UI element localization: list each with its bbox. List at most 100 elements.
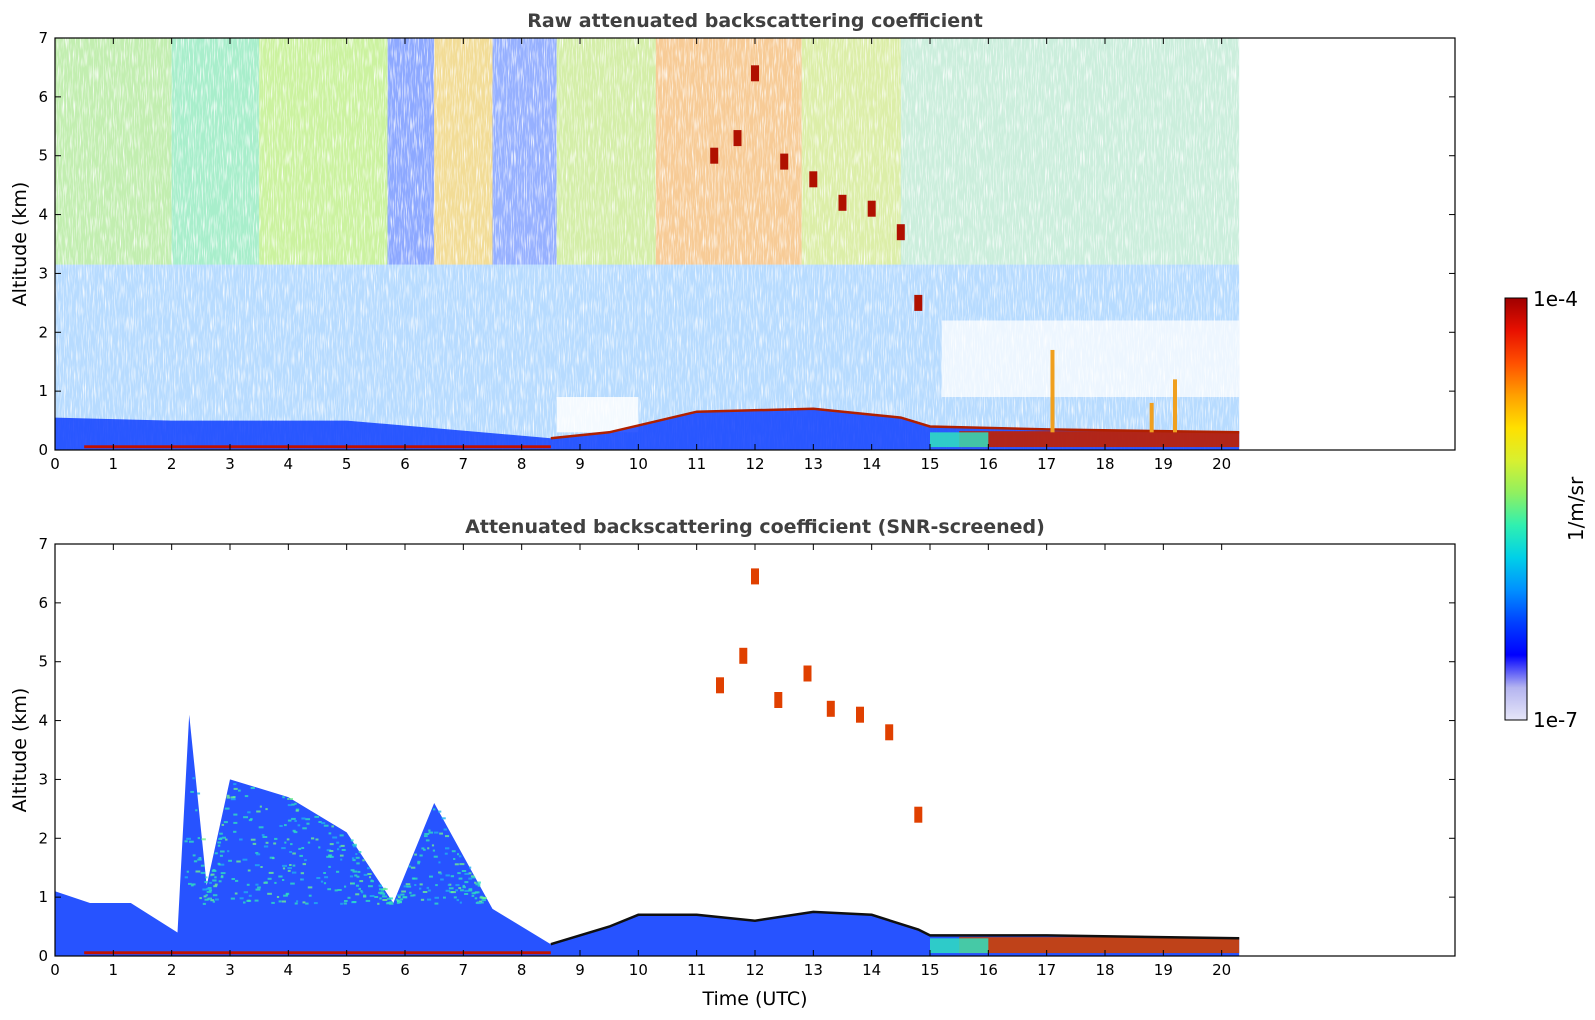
- bottom-aerosol-pixel: [223, 821, 228, 824]
- bottom-aerosol-pixel: [294, 902, 298, 905]
- bottom-aerosol-pixel: [336, 841, 340, 844]
- top-plot-frame: [54, 37, 1456, 451]
- bottom-aerosol-pixel: [263, 845, 269, 848]
- top-xtick-label: 4: [284, 455, 294, 473]
- bottom-aerosol-pixel: [235, 879, 239, 882]
- bottom-aerosol-pixel: [429, 875, 433, 878]
- bottom-aerosol-pixel: [468, 888, 473, 891]
- bottom-aerosol-pixel: [428, 829, 431, 832]
- top-ytick-label: 6: [38, 88, 48, 106]
- bottom-aerosol-pixel: [461, 870, 467, 872]
- top-xtick-label: 18: [1095, 455, 1114, 473]
- bottom-aerosol-pixel: [464, 881, 469, 884]
- bottom-aerosol-pixel: [199, 897, 202, 900]
- bottom-aerosol-pixel: [214, 876, 217, 879]
- bottom-aerosol-pixel: [464, 872, 470, 875]
- bottom-xtick-label: 9: [575, 961, 585, 979]
- top-cloud-mark: [896, 224, 905, 241]
- bottom-aerosol-pixel: [230, 897, 235, 900]
- bottom-aerosol-pixel: [409, 891, 412, 894]
- bottom-aerosol-pixel: [291, 817, 296, 820]
- bottom-aerosol-pixel: [355, 853, 358, 856]
- bottom-aerosol-pixel: [382, 895, 388, 898]
- bottom-aerosol-pixel: [352, 843, 357, 846]
- bottom-aerosol-pixel: [265, 808, 268, 811]
- bottom-aerosol-pixel: [413, 894, 416, 897]
- top-xtick-label: 0: [50, 455, 60, 473]
- bottom-aerosol-pixel: [219, 854, 223, 857]
- bottom-aerosol-pixel: [254, 899, 259, 902]
- bottom-aerosol-pixel: [300, 872, 305, 875]
- bottom-aerosol-pixel: [377, 902, 380, 905]
- bottom-surface-strip: [930, 938, 989, 954]
- bottom-aerosol-pixel: [469, 866, 472, 869]
- top-xtick-label: 11: [687, 455, 706, 473]
- bottom-aerosol-pixel: [332, 836, 338, 839]
- bottom-aerosol-pixel: [370, 880, 374, 883]
- bottom-aerosol-pixel: [192, 883, 196, 886]
- bottom-aerosol-pixel: [208, 889, 213, 892]
- bottom-aerosol-pixel: [233, 783, 237, 786]
- top-cloud-mark: [780, 153, 789, 170]
- bottom-aerosol-pixel: [327, 888, 332, 891]
- bottom-aerosol-pixel: [269, 856, 274, 859]
- bottom-xtick-label: 6: [400, 961, 410, 979]
- bottom-aerosol-pixel: [410, 894, 414, 897]
- bottom-aerosol-pixel: [197, 837, 201, 840]
- bottom-aerosol-pixel: [340, 902, 343, 905]
- bottom-aerosol-pixel: [455, 884, 460, 887]
- bottom-aerosol-pixel: [227, 850, 230, 853]
- bottom-aerosol-pixel: [313, 902, 318, 905]
- colorbar-min-label: 1e-7: [1533, 708, 1578, 732]
- top-surface-layer: [84, 431, 1240, 449]
- bottom-aerosol-pixel: [350, 869, 355, 872]
- bottom-aerosol-pixel: [248, 894, 252, 897]
- top-xtick-label: 13: [804, 455, 823, 473]
- bottom-aerosol-pixel: [403, 885, 408, 888]
- bottom-aerosol-pixel: [195, 809, 198, 812]
- bottom-aerosol-pixel: [481, 899, 486, 902]
- bottom-aerosol-pixel: [475, 883, 481, 886]
- bottom-aerosol-pixel: [458, 887, 462, 890]
- bottom-aerosol-pixel: [209, 881, 212, 884]
- bottom-aerosol-pixel: [457, 872, 461, 875]
- bottom-aerosol-pixel: [318, 846, 321, 849]
- bottom-aerosol-pixel: [352, 870, 358, 873]
- bottom-aerosol-pixel: [354, 874, 358, 877]
- bottom-panel-snr-screened: Attenuated backscattering coefficient (S…: [9, 516, 1456, 1010]
- bottom-aerosol-pixel: [459, 863, 465, 866]
- bottom-aerosol-pixel: [328, 865, 331, 868]
- bottom-aerosol-pixel: [302, 901, 306, 904]
- bottom-aerosol-pixel: [328, 832, 332, 835]
- bottom-aerosol-pixel: [337, 889, 342, 891]
- bottom-aerosol-pixel: [438, 861, 441, 864]
- bottom-aerosol-pixel: [323, 824, 329, 827]
- bottom-aerosol-pixel: [328, 854, 333, 857]
- bottom-aerosol-pixel: [274, 881, 277, 884]
- bottom-aerosol-pixel: [439, 872, 443, 875]
- bottom-aerosol-pixel: [221, 863, 225, 866]
- bottom-aerosol-pixel: [261, 834, 265, 837]
- bottom-aerosol-pixel: [405, 883, 411, 886]
- bottom-aerosol-pixel: [363, 873, 368, 876]
- bottom-aerosol-pixel: [423, 848, 426, 851]
- bottom-surface-strip: [84, 951, 551, 955]
- bottom-layer-top-edge: [550, 910, 1240, 946]
- bottom-aerosol-pixel: [321, 822, 326, 825]
- bottom-ytick-label: 4: [38, 712, 48, 730]
- colorbar-max-label: 1e-4: [1533, 287, 1578, 311]
- bottom-aerosol-pixel: [427, 889, 431, 892]
- bottom-aerosol-pixel: [292, 852, 296, 855]
- bottom-cloud-mark: [826, 700, 835, 717]
- bottom-aerosol-pixel: [358, 851, 362, 853]
- bottom-aerosol-pixel: [204, 898, 209, 901]
- bottom-aerosol-pixel: [344, 885, 347, 888]
- bottom-aerosol-pixel: [206, 890, 212, 893]
- bottom-xtick-label: 7: [459, 961, 469, 979]
- bottom-aerosol-pixel: [347, 896, 351, 899]
- top-cloud-mark: [914, 294, 923, 311]
- bottom-aerosol-pixel: [300, 878, 305, 881]
- bottom-aerosol-pixel: [355, 893, 360, 896]
- top-ytick-label: 3: [38, 264, 48, 282]
